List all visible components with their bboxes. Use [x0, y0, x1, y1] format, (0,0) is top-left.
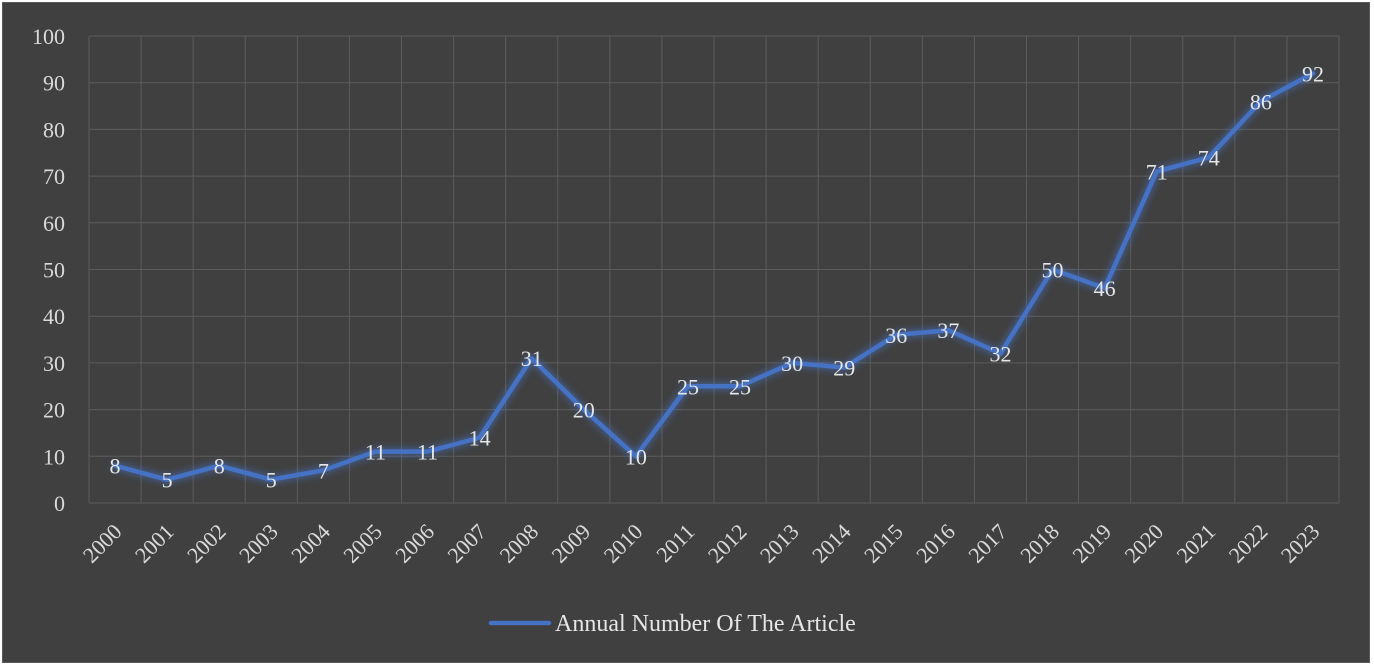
x-tick-label: 2003: [234, 519, 283, 568]
data-label: 25: [677, 374, 699, 399]
data-label: 32: [989, 342, 1011, 367]
x-tick-label: 2023: [1276, 519, 1325, 568]
data-label: 7: [318, 458, 329, 483]
x-tick-label: 2010: [599, 519, 648, 568]
x-tick-label: 2016: [911, 519, 960, 568]
data-label: 8: [110, 454, 121, 479]
data-label: 11: [417, 440, 438, 465]
data-label: 74: [1198, 145, 1220, 170]
y-tick-label: 90: [43, 71, 65, 96]
y-tick-label: 100: [32, 24, 65, 49]
x-tick-label: 2015: [859, 519, 908, 568]
data-label: 46: [1094, 276, 1116, 301]
x-tick-label: 2000: [78, 519, 127, 568]
x-tick-label: 2017: [963, 519, 1012, 568]
y-tick-label: 30: [43, 351, 65, 376]
x-tick-label: 2012: [703, 519, 752, 568]
data-label: 5: [162, 468, 173, 493]
x-tick-label: 2013: [755, 519, 804, 568]
legend: Annual Number Of The Article: [488, 611, 856, 637]
x-tick-label: 2004: [286, 519, 335, 568]
data-label: 37: [937, 318, 959, 343]
data-label: 11: [365, 440, 386, 465]
y-axis: 0 10 20 30 40 50 60 70 80 90 100: [32, 24, 65, 516]
x-tick-label: 2006: [390, 519, 439, 568]
data-label: 8: [214, 454, 225, 479]
x-tick-label: 2022: [1224, 519, 1273, 568]
y-tick-label: 10: [43, 444, 65, 469]
data-label: 71: [1146, 159, 1168, 184]
x-tick-label: 2009: [547, 519, 596, 568]
x-tick-label: 2019: [1067, 519, 1116, 568]
x-tick-label: 2020: [1119, 519, 1168, 568]
data-labels: 8 5 8 5 7 11 11 14 31 20 10 25 25 30 29 36 37 32 50 46 71 74 8…: [110, 61, 1324, 492]
data-label: 29: [833, 356, 855, 381]
data-label: 20: [573, 398, 595, 423]
x-tick-label: 2021: [1172, 519, 1221, 568]
x-tick-label: 2007: [442, 519, 491, 568]
y-tick-label: 0: [54, 491, 65, 516]
data-label: 36: [885, 323, 907, 348]
x-axis: 2000 2001 2002 2003 2004 2005 2006 2007 2008 2009…: [78, 519, 1325, 568]
x-tick-label: 2018: [1015, 519, 1064, 568]
x-tick-label: 2002: [182, 519, 231, 568]
y-tick-label: 20: [43, 398, 65, 423]
data-label: 14: [469, 426, 491, 451]
data-label: 25: [729, 374, 751, 399]
data-label: 10: [625, 444, 647, 469]
y-tick-label: 60: [43, 211, 65, 236]
series-line: [112, 71, 1316, 482]
data-label: 50: [1042, 258, 1064, 283]
y-tick-label: 70: [43, 164, 65, 189]
x-tick-label: 2014: [807, 519, 856, 568]
x-tick-label: 2005: [338, 519, 387, 568]
data-label: 30: [781, 351, 803, 376]
x-tick-label: 2011: [651, 519, 699, 567]
x-tick-label: 2008: [494, 519, 543, 568]
x-tick-label: 2001: [130, 519, 179, 568]
y-tick-label: 50: [43, 258, 65, 283]
y-tick-label: 40: [43, 304, 65, 329]
data-label: 5: [266, 468, 277, 493]
data-label: 31: [521, 346, 543, 371]
data-label: 92: [1302, 61, 1324, 86]
grid: [88, 35, 1340, 504]
series-layer: [112, 71, 1316, 482]
legend-label: Annual Number Of The Article: [555, 611, 856, 637]
data-label: 86: [1250, 89, 1272, 114]
y-tick-label: 80: [43, 117, 65, 142]
